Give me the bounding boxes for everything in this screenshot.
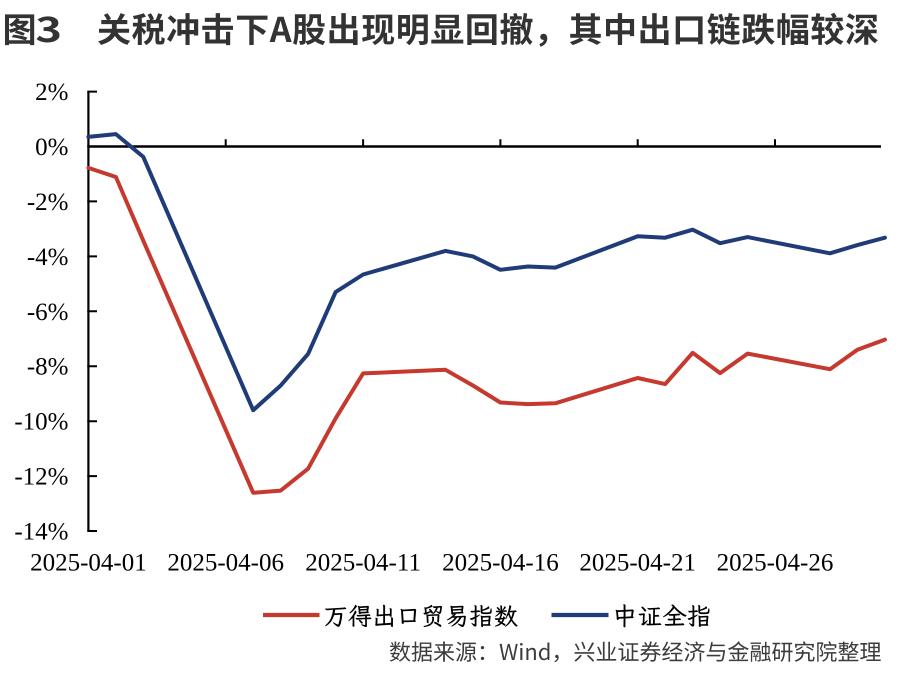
svg-text:2025-04-16: 2025-04-16 — [442, 550, 559, 577]
svg-text:-10%: -10% — [14, 409, 68, 436]
svg-text:-2%: -2% — [27, 189, 69, 216]
svg-text:-4%: -4% — [27, 244, 69, 271]
svg-text:-12%: -12% — [14, 464, 68, 491]
svg-text:-14%: -14% — [14, 519, 68, 546]
svg-text:2025-04-26: 2025-04-26 — [717, 550, 834, 577]
svg-text:2025-04-11: 2025-04-11 — [305, 550, 421, 577]
svg-text:2025-04-21: 2025-04-21 — [579, 550, 696, 577]
svg-text:2%: 2% — [35, 79, 68, 106]
svg-text:0%: 0% — [35, 134, 68, 161]
svg-text:2025-04-06: 2025-04-06 — [167, 550, 284, 577]
svg-text:2025-04-01: 2025-04-01 — [30, 550, 147, 577]
svg-text:-8%: -8% — [27, 354, 69, 381]
svg-text:-6%: -6% — [27, 299, 69, 326]
